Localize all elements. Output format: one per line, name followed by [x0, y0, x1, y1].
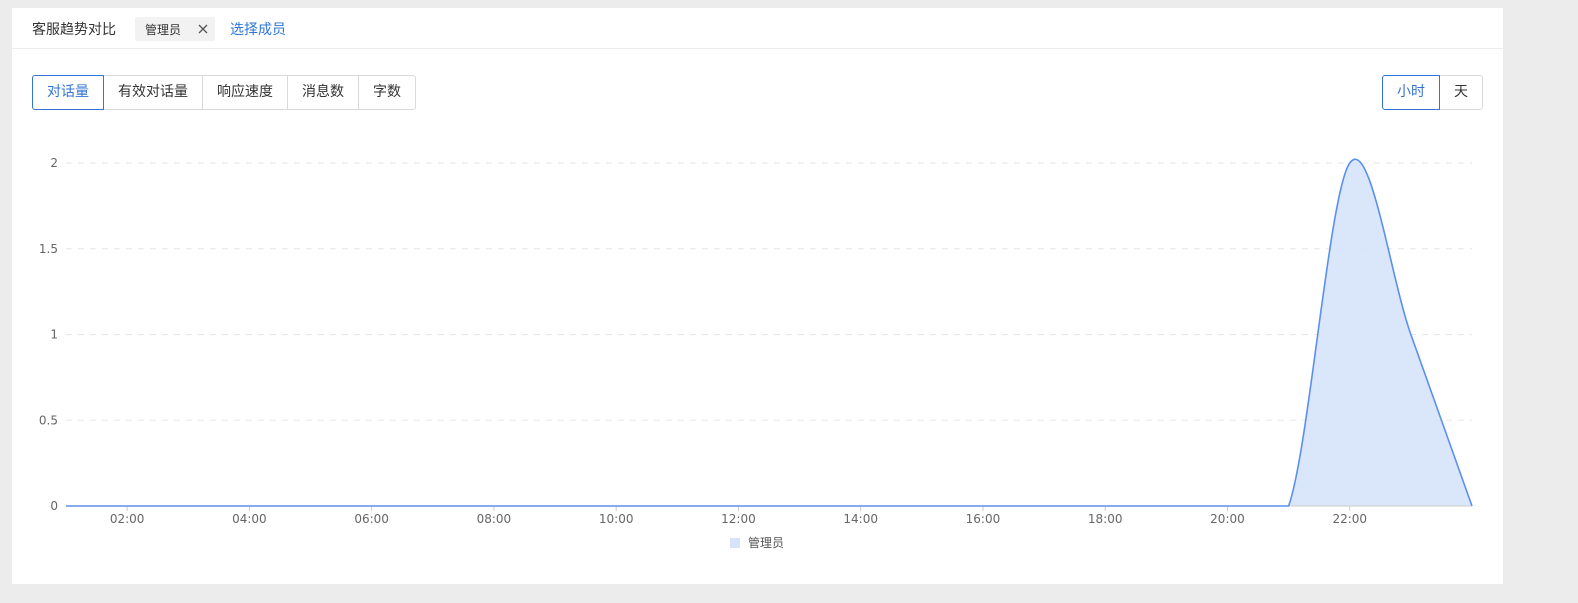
granularity-tab-0[interactable]: 小时 — [1382, 75, 1440, 110]
x-tick-label: 14:00 — [843, 512, 878, 526]
granularity-tabs: 小时天 — [1382, 75, 1483, 110]
metric-tab-4[interactable]: 字数 — [358, 75, 416, 110]
metric-tab-1[interactable]: 有效对话量 — [103, 75, 203, 110]
x-tick-label: 02:00 — [110, 512, 145, 526]
granularity-tab-1[interactable]: 天 — [1439, 75, 1483, 110]
x-tick-label: 06:00 — [354, 512, 389, 526]
metric-tab-2[interactable]: 响应速度 — [202, 75, 288, 110]
y-tick-label: 0.5 — [39, 413, 58, 427]
card-header: 客服趋势对比 管理员 选择成员 — [12, 8, 1503, 49]
y-tick-label: 1.5 — [39, 242, 58, 256]
member-tag-label: 管理员 — [145, 23, 182, 37]
x-tick-label: 04:00 — [232, 512, 267, 526]
legend-label: 管理员 — [748, 535, 784, 550]
close-icon[interactable] — [197, 23, 209, 35]
series-area — [66, 159, 1472, 506]
metric-tab-3[interactable]: 消息数 — [287, 75, 359, 110]
y-tick-label: 1 — [50, 328, 58, 342]
y-tick-label: 2 — [50, 156, 58, 170]
x-tick-label: 12:00 — [721, 512, 756, 526]
select-member-link[interactable]: 选择成员 — [230, 22, 286, 38]
x-tick-label: 16:00 — [966, 512, 1001, 526]
card-title: 客服趋势对比 — [32, 22, 116, 38]
series-line — [66, 158, 1473, 507]
x-tick-label: 18:00 — [1088, 512, 1123, 526]
x-tick-label: 20:00 — [1210, 512, 1245, 526]
legend-swatch — [730, 538, 740, 548]
x-tick-label: 08:00 — [477, 512, 512, 526]
x-tick-label: 22:00 — [1332, 512, 1367, 526]
y-tick-label: 0 — [50, 499, 58, 513]
metric-tab-0[interactable]: 对话量 — [32, 75, 104, 110]
member-tag: 管理员 — [135, 17, 215, 41]
metric-tabs: 对话量 有效对话量 响应速度 消息数 字数 — [32, 75, 416, 110]
trend-chart: 0 0.5 1 1.5 2 02:00 04:00 06:00 08:00 10:00 12:00 1… — [39, 156, 1473, 550]
x-tick-label: 10:00 — [599, 512, 634, 526]
